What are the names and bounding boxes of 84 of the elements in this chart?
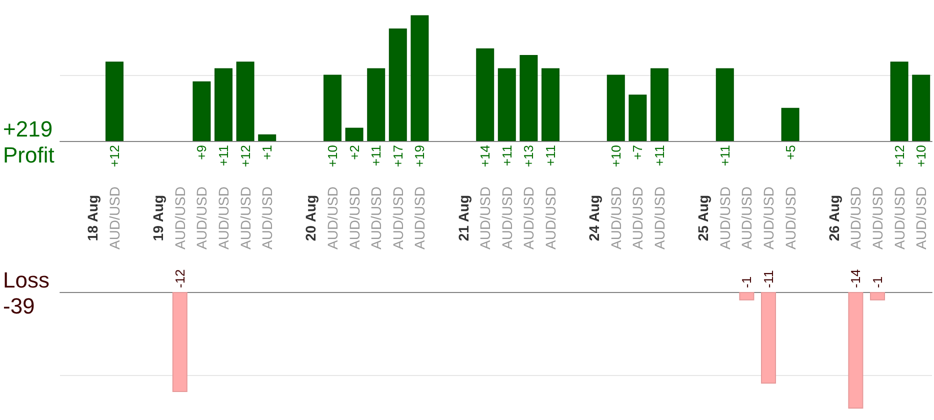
bar (106, 62, 124, 141)
bar (192, 81, 211, 141)
data-label: +11 (717, 145, 732, 166)
x-tick-label: AUD/USD (194, 186, 210, 250)
data-label: +1 (260, 145, 275, 160)
data-label: +12 (238, 145, 253, 168)
bar (542, 68, 560, 141)
x-tick-label: AUD/USD (106, 186, 122, 250)
bar (628, 94, 647, 141)
data-label: +10 (914, 145, 929, 168)
data-label: +12 (107, 145, 122, 168)
bar (324, 74, 342, 141)
data-label: +9 (194, 145, 210, 160)
data-label: -14 (848, 269, 864, 288)
bar (650, 68, 668, 141)
x-tick-label: AUD/USD (498, 186, 515, 250)
data-label: -12 (172, 269, 188, 288)
data-label: +10 (325, 145, 340, 168)
bar (520, 54, 538, 141)
data-label: +13 (521, 145, 536, 168)
x-tick-label: 24 Aug (586, 194, 602, 242)
bar (258, 134, 276, 141)
y-axis-title: Loss (3, 268, 50, 292)
bar (345, 128, 364, 141)
bar (214, 68, 232, 141)
data-label: -1 (739, 276, 754, 288)
bar (890, 62, 908, 141)
data-label: +11 (216, 145, 231, 166)
data-label: +12 (892, 145, 907, 168)
text: +219 (3, 116, 53, 142)
x-tick-label: 21 Aug (455, 194, 472, 242)
bar (716, 68, 734, 141)
x-tick-label: AUD/USD (172, 186, 188, 250)
x-tick-label: AUD/USD (782, 186, 798, 250)
bar (410, 15, 429, 141)
x-tick-label: AUD/USD (259, 186, 276, 250)
x-tick-label: AUD/USD (848, 186, 864, 250)
x-tick-label: AUD/USD (324, 186, 340, 250)
x-tick-label: AUD/USD (760, 186, 776, 250)
x-tick-label: AUD/USD (608, 186, 624, 250)
x-tick-label: 18 Aug (84, 194, 101, 242)
data-label: +5 (782, 145, 798, 160)
x-tick-label: AUD/USD (913, 186, 930, 250)
x-tick-label: AUD/USD (237, 186, 254, 250)
data-label: +2 (346, 145, 362, 160)
data-label: +11 (368, 145, 384, 166)
x-tick-label: AUD/USD (652, 186, 668, 250)
data-label: +10 (608, 145, 624, 168)
data-label: +11 (499, 145, 514, 166)
x-tick-label: AUD/USD (390, 186, 406, 250)
y-axis-title: Profit (3, 142, 54, 168)
bar (781, 108, 800, 141)
x-tick-label: AUD/USD (520, 186, 537, 250)
x-tick-label: AUD/USD (477, 186, 494, 250)
data-label: -11 (761, 270, 776, 288)
bar (388, 28, 407, 141)
data-label: +14 (478, 145, 493, 168)
x-tick-label: AUD/USD (870, 186, 886, 250)
x-tick-label: 25 Aug (695, 194, 712, 242)
bar (606, 74, 625, 141)
data-label: +19 (412, 145, 428, 168)
data-label: +17 (390, 145, 406, 168)
bar (912, 74, 930, 141)
x-tick-label: 26 Aug (826, 194, 842, 242)
data-label: -1 (870, 276, 885, 288)
x-tick-label: AUD/USD (542, 186, 558, 250)
x-tick-label: AUD/USD (891, 186, 908, 250)
bar (236, 62, 254, 141)
data-label: +7 (630, 145, 646, 160)
x-tick-label: AUD/USD (368, 186, 384, 250)
data-label: +11 (652, 145, 667, 166)
x-tick-label: AUD/USD (346, 186, 362, 250)
x-tick-label: AUD/USD (216, 186, 232, 250)
x-tick-label: 20 Aug (302, 194, 319, 242)
bar (498, 68, 516, 141)
bar (476, 48, 494, 141)
bar (367, 68, 386, 141)
text: -39 (3, 294, 35, 318)
x-tick-label: AUD/USD (412, 186, 428, 250)
x-tick-label: AUD/USD (716, 186, 733, 250)
data-label: +11 (543, 145, 558, 166)
x-tick-label: AUD/USD (738, 186, 755, 250)
x-tick-label: AUD/USD (630, 186, 646, 250)
x-tick-label: 19 Aug (150, 194, 166, 242)
